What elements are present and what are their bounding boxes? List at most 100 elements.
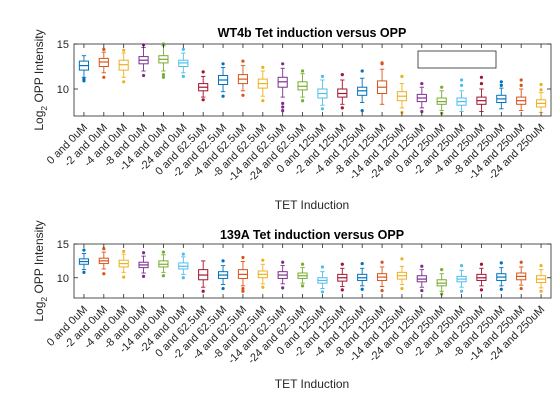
box-17: [396, 74, 408, 114]
y-tick-label: 10: [57, 84, 69, 96]
outlier-point: [400, 74, 404, 78]
outlier-point: [241, 286, 245, 291]
outlier-point: [479, 75, 484, 79]
outlier-point: [539, 82, 543, 87]
outlier-point: [82, 270, 86, 274]
x-axis-label: TET Induction: [275, 377, 349, 391]
box-7: [198, 260, 209, 293]
outlier-point: [122, 249, 126, 254]
outlier-point: [320, 74, 325, 78]
outlier-point: [519, 83, 523, 87]
box-series: [78, 247, 547, 296]
box-1: [78, 55, 90, 83]
outlier-point: [360, 261, 364, 266]
outlier-point: [499, 261, 503, 265]
outlier-point: [459, 289, 464, 293]
y-tick-label: 15: [57, 39, 69, 51]
box-9: [237, 255, 249, 293]
box-18: [416, 264, 427, 293]
outlier-point: [281, 286, 285, 290]
outlier-point: [440, 85, 444, 89]
outlier-point: [479, 288, 484, 292]
box-4: [138, 251, 149, 278]
x-axis-label: TET Induction: [275, 198, 349, 212]
outlier-point: [201, 70, 205, 74]
chart-title: WT4b Tet induction versus OPP: [218, 26, 407, 40]
outlier-point: [281, 109, 285, 113]
box-23: [516, 260, 527, 291]
outlier-point: [420, 264, 424, 268]
box-15: [357, 69, 368, 113]
box-23: [516, 78, 527, 112]
box-24: [535, 82, 547, 113]
outlier-point: [241, 289, 245, 293]
outlier-point: [161, 73, 166, 77]
outlier-point: [360, 287, 364, 291]
box-6: [178, 47, 189, 78]
outlier-point: [300, 262, 305, 266]
outlier-point: [261, 285, 265, 289]
box-11: [277, 260, 288, 290]
y-axis-label: Log2 OPP Intensity: [32, 220, 49, 321]
outlier-point: [400, 286, 404, 291]
outlier-point: [499, 80, 503, 84]
outlier-point: [141, 73, 146, 78]
box-12: [297, 262, 308, 288]
box-14: [337, 73, 348, 110]
outlier-point: [102, 47, 106, 52]
outlier-point: [141, 274, 146, 278]
outlier-point: [161, 75, 166, 79]
y-axis: 10 15: [57, 239, 551, 285]
outlier-point: [161, 274, 166, 278]
y-tick-label: 15: [57, 239, 69, 251]
outlier-point: [539, 289, 543, 293]
outlier-point: [281, 105, 285, 109]
outlier-point: [181, 47, 185, 52]
box-7: [198, 70, 209, 102]
box-19: [436, 85, 447, 115]
outlier-point: [340, 288, 344, 292]
box-21: [476, 75, 487, 112]
outlier-point: [122, 48, 126, 52]
box-3: [118, 48, 129, 84]
outlier-point: [82, 77, 86, 81]
outlier-point: [102, 272, 106, 276]
outlier-point: [519, 286, 523, 291]
legend-box: [417, 50, 497, 69]
box-16: [376, 61, 388, 105]
x-axis: 0 and 0uM-2 and 0uM-4 and 0uM-8 and 0uM-…: [45, 44, 547, 185]
outlier-point: [360, 69, 364, 73]
outlier-point: [320, 265, 325, 269]
box-4: [138, 43, 149, 78]
outlier-point: [459, 83, 464, 87]
outlier-point: [221, 94, 225, 98]
outlier-point: [201, 98, 205, 102]
box-3: [118, 249, 129, 279]
chart-panel-wt4b: WT4b Tet induction versus OPP 10 15 0 and…: [32, 26, 552, 212]
outlier-point: [300, 69, 305, 73]
outlier-point: [420, 288, 424, 293]
outlier-point: [241, 93, 245, 97]
outlier-point: [241, 255, 245, 260]
box-8: [217, 62, 229, 98]
outlier-point: [440, 268, 444, 272]
outlier-point: [380, 260, 384, 264]
outlier-point: [539, 88, 543, 92]
outlier-point: [161, 250, 166, 254]
box-12: [297, 69, 308, 103]
outlier-point: [201, 289, 205, 293]
box-18: [416, 82, 427, 114]
outlier-point: [241, 59, 245, 63]
box-9: [237, 59, 249, 97]
plot-area: [73, 243, 552, 299]
box-21: [476, 262, 487, 292]
box-15: [357, 261, 368, 291]
y-axis-label: Log2 OPP Intensity: [32, 29, 49, 130]
chart-panel-139a: 139A Tet induction versus OPP 10 15 0 and…: [32, 220, 552, 391]
box-1: [78, 248, 90, 274]
outlier-point: [122, 275, 126, 279]
outlier-point: [519, 78, 523, 82]
outlier-point: [320, 107, 325, 111]
